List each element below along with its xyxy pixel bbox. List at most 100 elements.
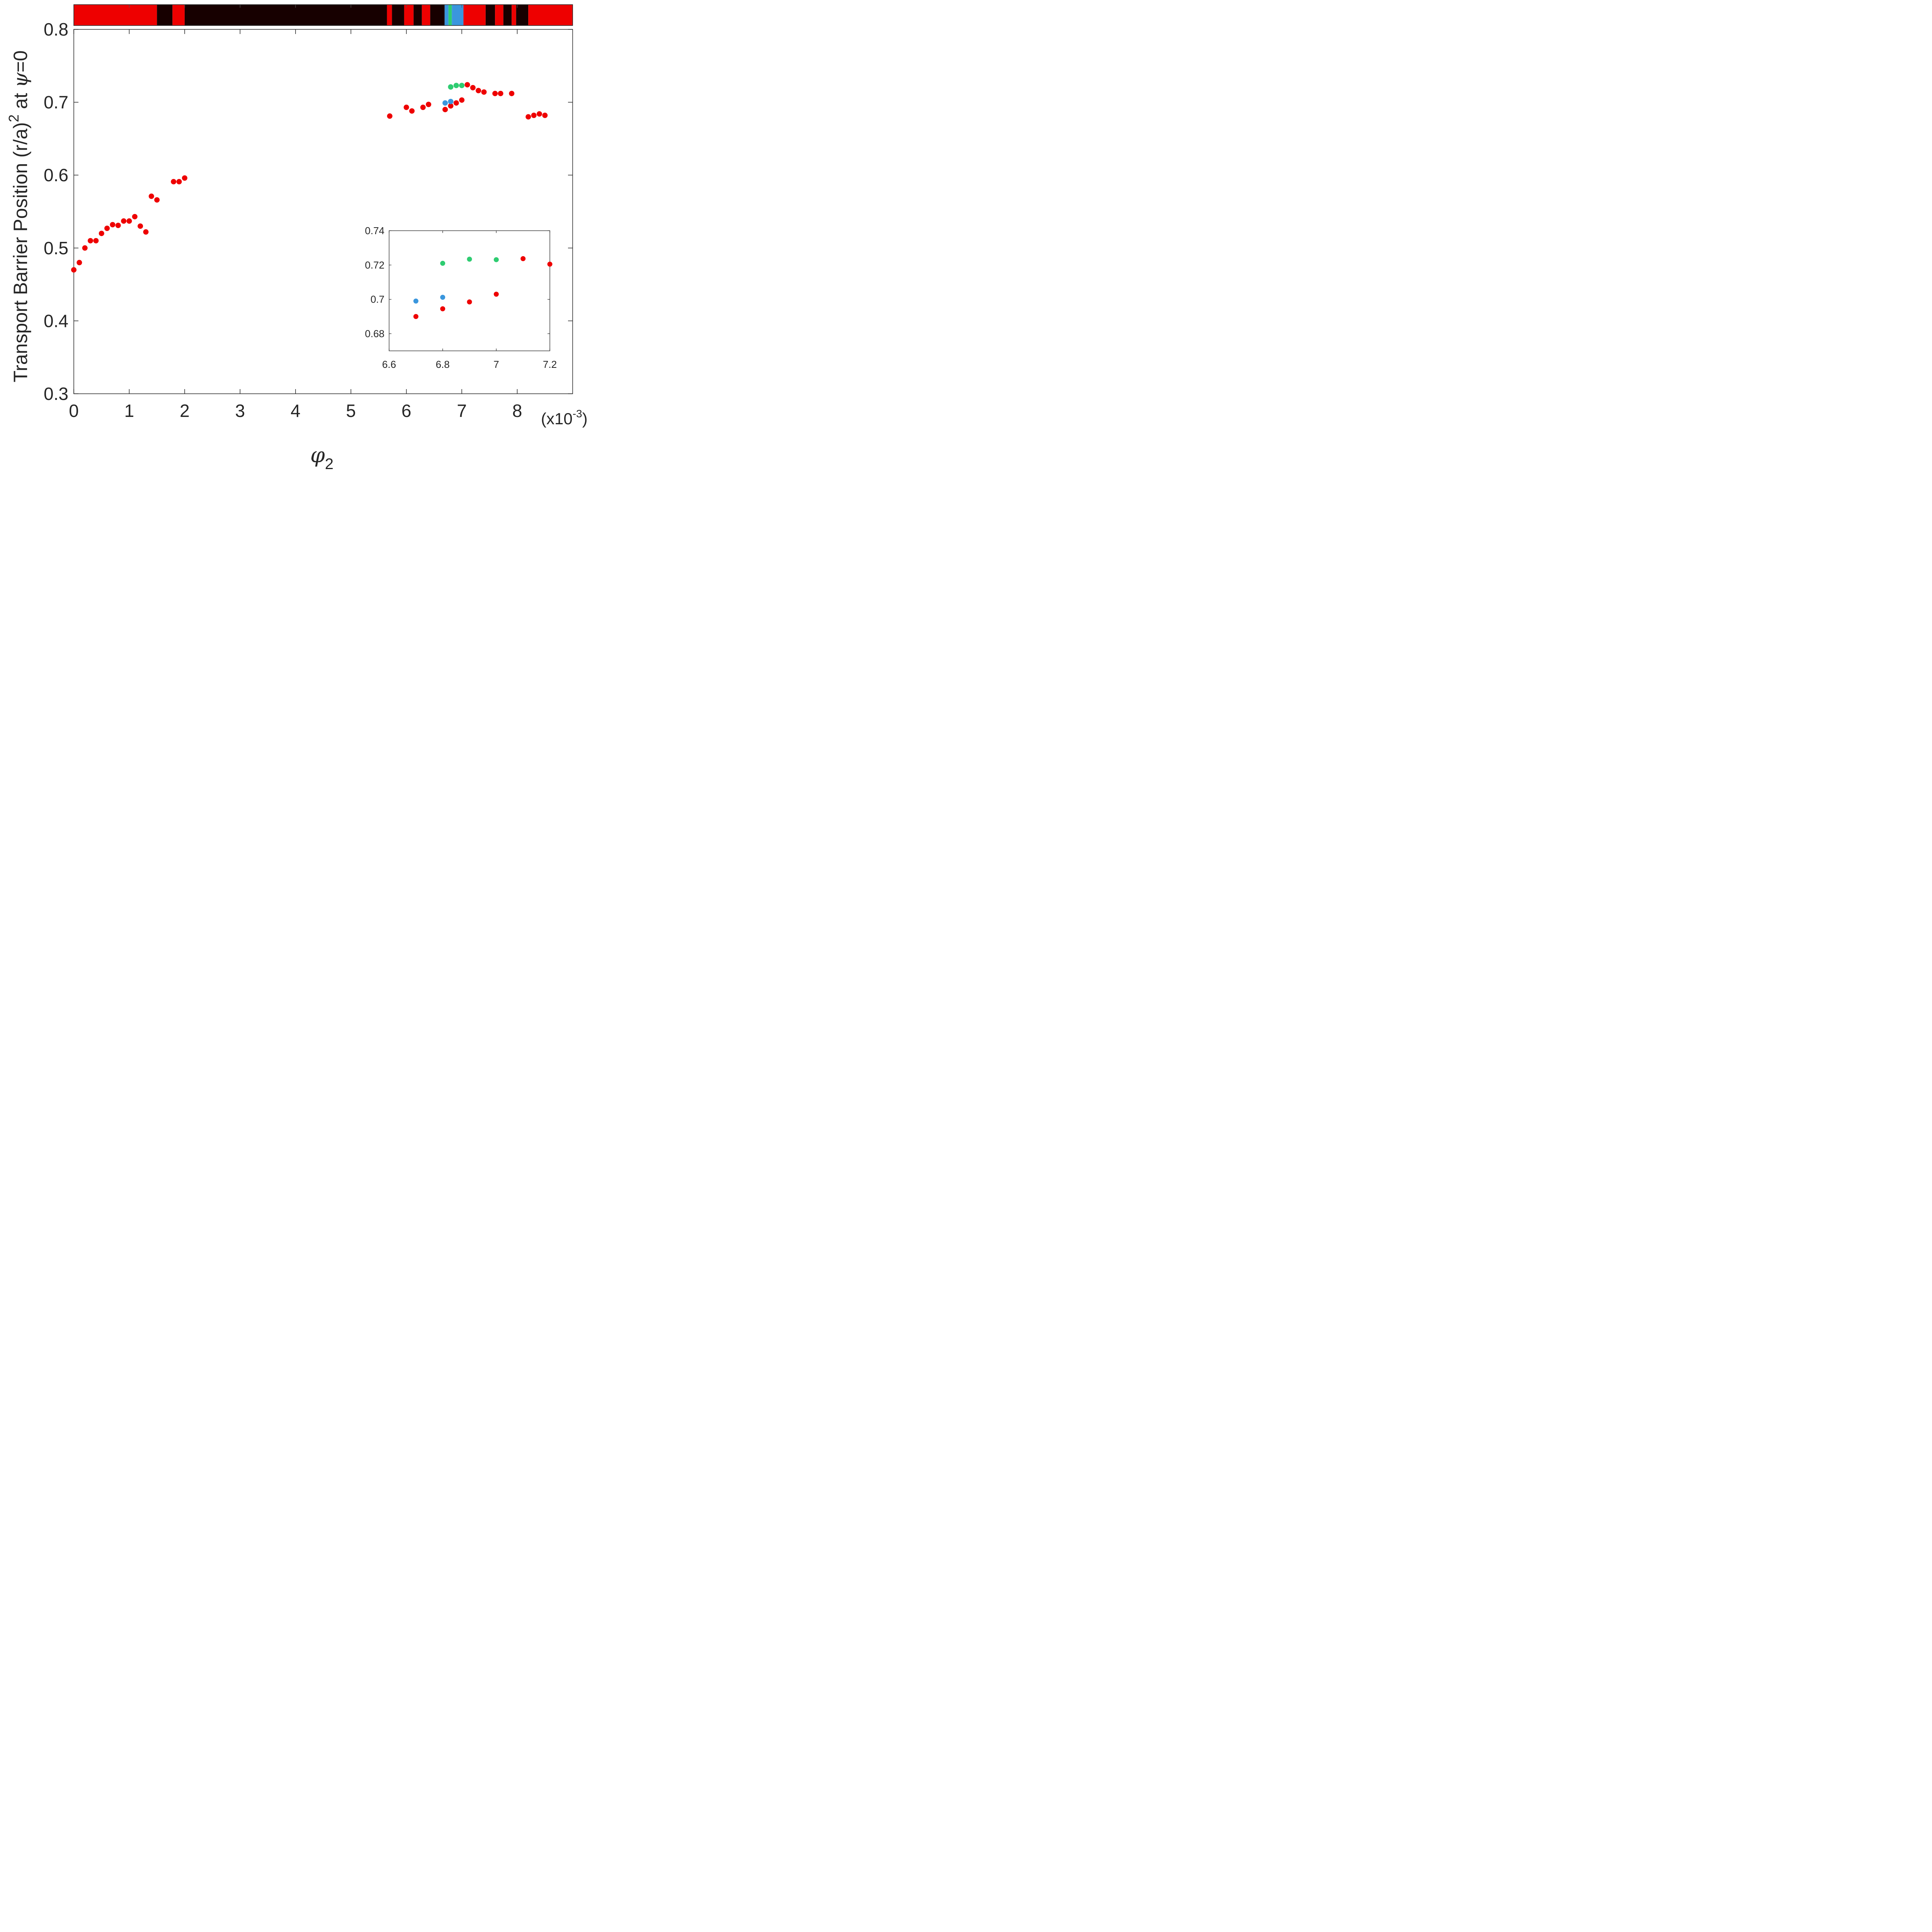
x-tick-label: 5: [346, 401, 356, 421]
inset-points: [413, 256, 553, 319]
data-point: [448, 103, 454, 109]
data-point: [88, 238, 94, 243]
data-point: [476, 88, 481, 94]
inset-y-tick-label: 0.72: [365, 259, 384, 271]
inset-data-point: [413, 298, 418, 304]
data-point: [531, 112, 537, 118]
data-point: [420, 104, 426, 110]
data-point: [426, 102, 432, 107]
inset-x-tick-label: 6.8: [436, 359, 450, 370]
data-point: [409, 108, 415, 114]
data-point: [176, 179, 182, 185]
strip-segment: [392, 5, 404, 26]
strip-segment: [528, 5, 573, 26]
data-point: [459, 83, 465, 88]
strip-segment: [404, 5, 414, 26]
strip-segment: [452, 5, 464, 26]
strip-segment: [172, 5, 185, 26]
data-point: [453, 83, 459, 88]
data-point: [470, 85, 476, 90]
strip-segment: [74, 5, 157, 26]
inset-y-tick-label: 0.7: [371, 294, 384, 305]
main-points: [71, 82, 548, 273]
inset-data-point: [440, 306, 446, 311]
data-point: [448, 84, 454, 90]
inset-data-point: [467, 257, 472, 262]
data-point: [448, 99, 454, 104]
figure: 0 1 2 3 4 5 6 7 8 0.3 0.4 0.5 0.6 0.7 0.8 6.6 6.8 7 7.2 0.…: [6, 4, 588, 473]
strip-segment: [516, 5, 529, 26]
data-point: [138, 223, 143, 229]
data-point: [492, 90, 498, 96]
x-tick-label: 1: [124, 401, 134, 421]
x-multiplier-label: (x10-3): [541, 408, 588, 428]
data-point: [481, 89, 487, 95]
inset-data-point: [413, 314, 418, 319]
data-point: [453, 100, 459, 106]
y-tick-label: 0.5: [44, 238, 68, 258]
strip-frame: [73, 4, 573, 26]
data-point: [143, 229, 149, 235]
inset-data-point: [440, 294, 446, 300]
data-point: [93, 238, 99, 243]
strip-segment: [503, 5, 512, 26]
strip-segment: [448, 5, 452, 26]
data-point: [509, 90, 515, 96]
inset-x-tick-label: 7: [493, 359, 499, 370]
inset-y-tick-label: 0.68: [365, 328, 384, 340]
strip-segment: [444, 5, 449, 26]
strip-segment: [512, 5, 516, 26]
y-tick-label: 0.8: [44, 19, 68, 39]
strip-segment: [495, 5, 503, 26]
x-tick-label: 6: [401, 401, 412, 421]
x-axis-label: φ2: [310, 443, 333, 473]
x-tick-label: 3: [235, 401, 245, 421]
x-tick-label: 8: [512, 401, 522, 421]
data-point: [442, 100, 448, 106]
data-point: [148, 193, 154, 199]
inset-x-tick-label: 7.2: [543, 359, 557, 370]
data-point: [182, 175, 187, 181]
data-point: [104, 225, 110, 231]
inset-axes: 6.6 6.8 7 7.2 0.68 0.7 0.72 0.74: [365, 225, 557, 370]
data-point: [77, 260, 82, 265]
main-ticks: 0 1 2 3 4 5 6 7 8 0.3 0.4 0.5 0.6 0.7 0.8: [44, 19, 573, 421]
y-tick-label: 0.3: [44, 384, 68, 404]
data-point: [132, 214, 138, 219]
data-point: [171, 179, 177, 185]
data-point: [82, 245, 88, 251]
inset-data-point: [493, 291, 499, 297]
data-point: [459, 97, 465, 103]
strip-segment: [157, 5, 173, 26]
data-point: [71, 267, 77, 273]
inset-x-tick-label: 6.6: [382, 359, 396, 370]
inset-data-point: [467, 299, 472, 304]
x-tick-label: 0: [69, 401, 79, 421]
data-point: [387, 113, 393, 119]
data-point: [526, 114, 531, 120]
inset-data-point: [440, 260, 446, 266]
strip-segments: [73, 5, 573, 26]
y-axis-label: Transport Barrier Position (r/a)2 at ψ=0: [6, 50, 32, 382]
top-strip: [73, 4, 573, 26]
strip-segment: [463, 5, 486, 26]
data-point: [99, 231, 104, 236]
inset-plot-frame: [389, 230, 550, 351]
inset-data-point: [547, 262, 553, 267]
x-tick-label: 2: [180, 401, 190, 421]
data-point: [536, 111, 542, 117]
data-point: [115, 223, 121, 228]
strip-segment: [485, 5, 495, 26]
data-point: [110, 222, 116, 228]
strip-segment: [413, 5, 422, 26]
data-point: [403, 104, 409, 110]
x-tick-label: 7: [457, 401, 467, 421]
data-point: [126, 218, 132, 224]
data-point: [154, 197, 160, 203]
inset-data-point: [520, 256, 526, 261]
y-tick-label: 0.4: [44, 311, 68, 331]
x-tick-label: 4: [291, 401, 301, 421]
strip-segment: [387, 5, 392, 26]
y-tick-label: 0.7: [44, 92, 68, 112]
data-point: [464, 82, 470, 88]
